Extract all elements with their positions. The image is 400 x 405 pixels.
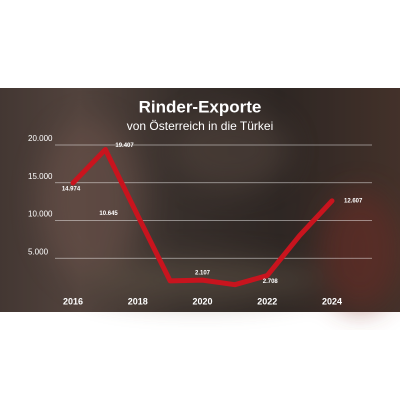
x-tick-label: 2020 [192,296,212,306]
photo-blur [40,110,400,310]
data-label: 2.107 [195,271,211,277]
data-label: 19.407 [115,143,134,149]
data-line [70,146,335,288]
x-tick-label: 2018 [128,296,148,306]
y-tick-label: 10.000 [28,210,53,219]
x-tick-label: 2024 [322,296,342,306]
y-tick-label: 20.000 [28,134,53,143]
x-tick-label: 2022 [257,296,277,306]
chart-subtitle: von Österreich in die Türkei [127,119,274,133]
data-label: 2.708 [263,279,279,285]
data-label: 14.974 [62,187,81,193]
y-tick-label: 5.000 [28,247,49,256]
x-tick-label: 2016 [63,296,83,306]
data-label: 12.607 [344,198,363,204]
y-tick-label: 15.000 [28,172,53,181]
data-label: 10.645 [99,211,118,217]
chart-title: Rinder-Exporte [139,97,262,116]
